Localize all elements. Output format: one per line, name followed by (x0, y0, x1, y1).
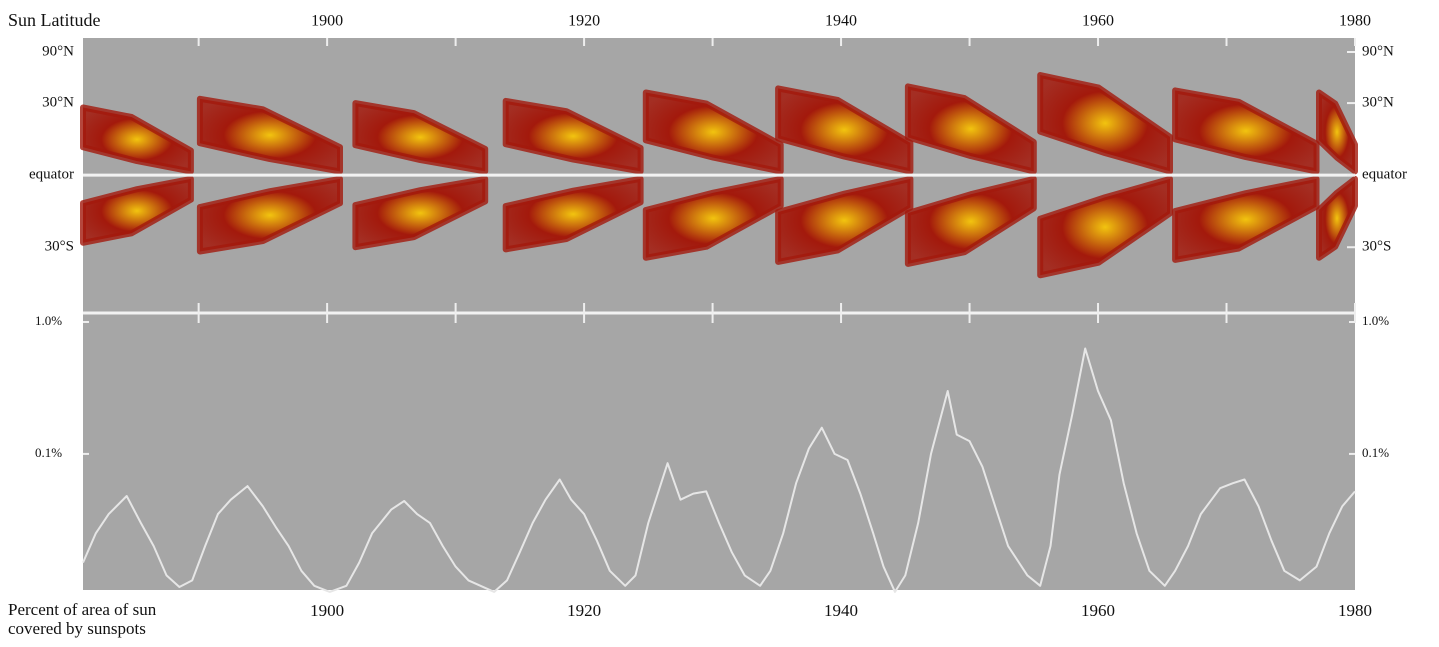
south-wing (904, 175, 1037, 267)
y-tick-label: 30°S (1362, 239, 1391, 255)
y-tick-label: 30°N (42, 95, 74, 111)
north-wing (1037, 72, 1173, 175)
north-wing (502, 97, 644, 175)
y-tick-label: 30°N (1362, 95, 1394, 111)
x-tick-label: 1900 (310, 601, 344, 620)
x-tick-label: 1940 (824, 601, 858, 620)
north-wing (352, 100, 489, 175)
south-wing (502, 175, 644, 253)
south-wing (352, 175, 489, 251)
north-wing (904, 83, 1037, 175)
y-tick-label: 0.1% (35, 445, 62, 460)
x-tick-label: 1920 (568, 13, 600, 30)
y-axis-title: Sun Latitude (8, 10, 101, 30)
north-wing (80, 104, 194, 175)
north-wing (775, 85, 914, 175)
south-wing (196, 175, 343, 255)
x-tick-label: 1940 (825, 13, 857, 30)
x-tick-label: 1900 (311, 13, 343, 30)
south-wing (642, 175, 784, 261)
y-tick-label: 90°N (42, 43, 74, 59)
south-wing (1316, 175, 1358, 261)
south-wing (1037, 175, 1173, 279)
y-tick-label: 1.0% (1362, 313, 1389, 328)
x-tick-label: 1920 (567, 601, 601, 620)
north-wing (642, 89, 784, 175)
sunspot-area-line (82, 347, 1356, 593)
y-tick-label: 1.0% (35, 313, 62, 328)
y-tick-label: 30°S (45, 239, 74, 255)
y-tick-label: 90°N (1362, 43, 1394, 59)
y-tick-label: 0.1% (1362, 445, 1389, 460)
y-tick-label: equator (29, 167, 74, 183)
x-tick-label: 1960 (1082, 13, 1114, 30)
north-wing (1316, 89, 1358, 175)
north-wing (1172, 87, 1320, 175)
south-wing (80, 175, 194, 246)
north-wing (196, 95, 343, 175)
south-wing (775, 175, 914, 265)
south-wing (1172, 175, 1320, 263)
x-tick-label: 1960 (1081, 601, 1115, 620)
y-axis-title: Percent of area of sun covered by sunspo… (8, 600, 157, 638)
x-tick-label: 1980 (1338, 601, 1372, 620)
y-tick-label: equator (1362, 167, 1407, 183)
x-tick-label: 1980 (1339, 13, 1371, 30)
